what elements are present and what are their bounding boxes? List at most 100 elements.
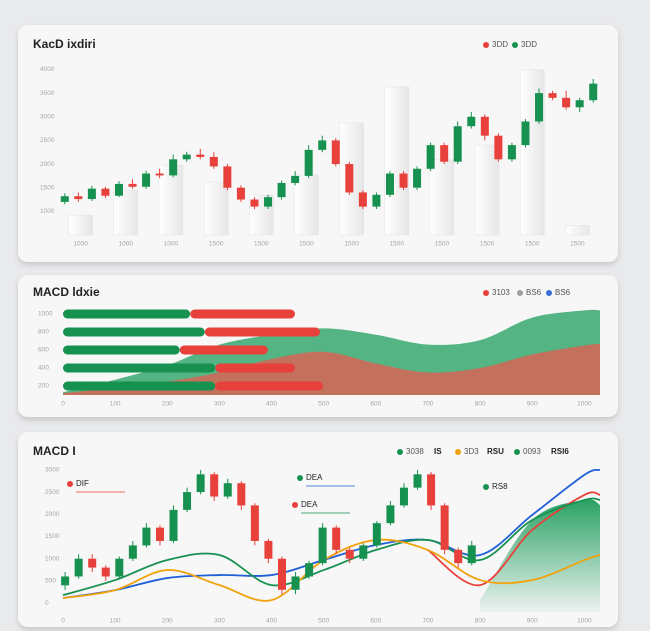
candle-body	[521, 121, 530, 146]
candle-body	[210, 474, 219, 497]
candle-body	[74, 558, 83, 577]
x-tick-label: 700	[423, 401, 434, 408]
bar	[179, 345, 268, 355]
candle-body	[236, 187, 245, 200]
series-label: DEA	[306, 473, 323, 482]
candle-body	[142, 173, 151, 187]
x-tick-label: 1500	[570, 241, 585, 248]
x-tick-label: 300	[214, 401, 225, 408]
bar	[63, 363, 216, 373]
candle-body	[467, 116, 476, 127]
candle-body	[237, 483, 246, 506]
candle-body	[209, 156, 218, 167]
series-marker	[67, 481, 73, 487]
candle-body	[183, 492, 192, 510]
candle-body	[223, 166, 232, 188]
candle-body	[304, 149, 313, 176]
legend-label: BS6	[555, 288, 571, 297]
x-tick-label: 800	[475, 401, 486, 408]
candle-body	[128, 183, 137, 187]
candle-body	[223, 483, 232, 497]
bar	[204, 327, 321, 337]
candle-body	[480, 116, 489, 136]
x-tick-label: 700	[423, 618, 434, 625]
x-tick-label: 200	[162, 401, 173, 408]
y-tick-label: 2500	[40, 137, 55, 144]
candle-body	[74, 196, 83, 200]
candle-body	[440, 145, 449, 162]
series-label: RS8	[492, 482, 508, 491]
x-tick-label: 1000	[577, 401, 592, 408]
candle-body	[88, 558, 97, 568]
y-tick-label: 200	[38, 383, 49, 390]
candle-body	[250, 505, 259, 541]
x-tick-label: 1500	[209, 241, 224, 248]
legend-marker	[397, 449, 403, 455]
bar	[63, 381, 216, 391]
candle-body	[386, 505, 395, 524]
x-tick-label: 1500	[525, 241, 540, 248]
candle-body	[182, 154, 191, 160]
line	[62, 468, 601, 599]
candle-body	[413, 168, 422, 188]
candle-body	[359, 545, 368, 559]
candle-body	[196, 154, 205, 157]
candle-body	[114, 183, 123, 196]
candle-body	[440, 505, 449, 550]
legend-text: RSU	[487, 447, 504, 456]
candle-body	[101, 188, 110, 196]
legend-marker	[483, 42, 489, 48]
legend-text: IS	[434, 447, 442, 456]
y-tick-label: 2000	[40, 161, 55, 168]
candle-body	[277, 558, 286, 590]
y-tick-label: 3500	[40, 90, 55, 97]
y-tick-label: 1500	[40, 184, 55, 191]
candle-body	[345, 164, 354, 193]
candle-body	[372, 523, 381, 546]
y-tick-label: 2500	[45, 489, 60, 496]
legend-label: 3038	[406, 447, 424, 456]
candle-body	[562, 97, 571, 108]
y-tick-label: 600	[38, 347, 49, 354]
x-tick-label: 600	[370, 618, 381, 625]
x-tick-label: 300	[214, 618, 225, 625]
candle-body	[494, 135, 503, 160]
legend-label: 3DD	[492, 40, 508, 49]
legend-label: 3D3	[464, 447, 479, 456]
x-tick-label: 100	[110, 618, 121, 625]
candle-body	[589, 83, 598, 101]
candle-body	[196, 474, 205, 493]
x-tick-label: 1500	[480, 241, 495, 248]
candle-body	[291, 175, 300, 183]
x-tick-label: 400	[266, 618, 277, 625]
x-tick-label: 900	[527, 401, 538, 408]
bar	[215, 381, 324, 391]
y-tick-label: 2000	[45, 511, 60, 518]
x-tick-label: 1000	[119, 241, 134, 248]
charts: KacD ixdiri 3DD 3DD10001500200025003000350…	[33, 37, 601, 625]
legend-marker	[512, 42, 518, 48]
x-tick-label: 200	[162, 618, 173, 625]
y-tick-label: 800	[38, 329, 49, 336]
x-tick-label: 1500	[344, 241, 359, 248]
line	[427, 491, 601, 586]
y-tick-label: 1500	[45, 533, 60, 540]
bar	[215, 363, 296, 373]
x-tick-label: 0	[61, 618, 65, 625]
candle-body	[318, 527, 327, 564]
x-tick-label: 500	[318, 618, 329, 625]
column	[429, 159, 455, 236]
x-tick-label: 1000	[164, 241, 179, 248]
candle-body	[87, 188, 96, 200]
bar	[63, 345, 180, 355]
candle-body	[264, 197, 273, 207]
legend-label: 0093	[523, 447, 541, 456]
candle-body	[331, 140, 340, 165]
column	[203, 181, 229, 236]
candle-body	[61, 576, 70, 586]
candle-body	[291, 576, 300, 590]
x-tick-label: 900	[527, 618, 538, 625]
candle-body	[345, 549, 354, 559]
chart-title: KacD ixdiri	[33, 37, 96, 51]
chart-title: MACD ldxie	[33, 285, 100, 299]
